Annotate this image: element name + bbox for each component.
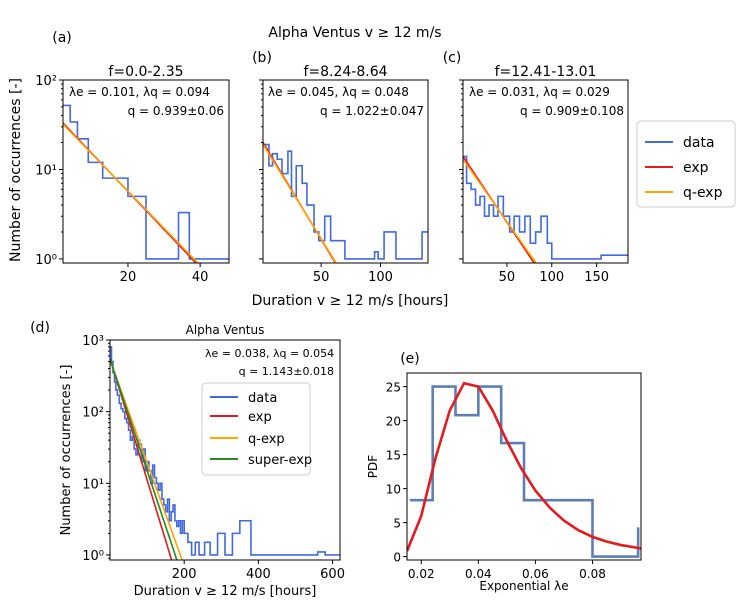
p4-xtick-label: 0.02 — [408, 567, 435, 581]
panel-letter-a: (a) — [52, 30, 72, 46]
p4-frame — [406, 372, 642, 561]
p1-annotation-q: q = 1.022±0.047 — [320, 104, 424, 118]
p0-ytick-label: 10¹ — [35, 163, 57, 178]
p0-series-q-exp — [63, 123, 200, 263]
p1-series-data — [263, 143, 428, 260]
p4-ytick-label: 25 — [386, 381, 401, 395]
top-x-axis-label: Duration v ≥ 12 m/s [hours] — [252, 293, 449, 309]
p0-annotation-lambda: λe = 0.101, λq = 0.094 — [69, 85, 210, 99]
p4-ytick-label: 15 — [386, 449, 401, 463]
p4-xtick-label: 0.08 — [579, 567, 606, 581]
panel-letter-c: (c) — [443, 50, 462, 66]
p2-xtick-label: 50 — [499, 270, 516, 285]
p4-xtick-label: 0.04 — [465, 567, 492, 581]
p0-title: f=0.0-2.35 — [108, 64, 183, 80]
p1-xtick-label: 50 — [313, 270, 330, 285]
p2-annotation-lambda: λe = 0.031, λq = 0.029 — [469, 85, 610, 99]
p3-ytick-label: 10² — [82, 406, 104, 421]
p3-ytick-label: 10⁰ — [82, 549, 104, 564]
p3-annotation-q: q = 1.143±0.018 — [239, 365, 334, 378]
p1-annotation-lambda: λe = 0.045, λq = 0.048 — [268, 85, 409, 99]
p4-xtick-label: 0.06 — [522, 567, 549, 581]
figure-title: Alpha Ventus v ≥ 12 m/s — [268, 25, 441, 41]
legend-d: data exp q-exp super-exp — [201, 382, 312, 476]
p3-x-axis-label: Duration v ≥ 12 m/s [hours] — [134, 584, 317, 599]
p0-frame — [62, 79, 230, 264]
legend-d-qexp-label: q-exp — [248, 432, 285, 447]
legend-top: data exp q-exp — [636, 120, 736, 208]
p4-ytick-label: 10 — [386, 483, 401, 497]
legend-d-superexp-label: super-exp — [248, 453, 312, 468]
p4-x-axis-label: Exponential λe — [479, 579, 568, 593]
p3-title: Alpha Ventus — [186, 323, 265, 337]
p2-title: f=12.41-13.01 — [495, 64, 597, 80]
panel-letter-d: (d) — [30, 320, 50, 336]
p2-frame — [462, 79, 629, 264]
p0-xtick-label: 40 — [192, 270, 209, 285]
p4-ytick-label: 20 — [386, 415, 401, 429]
p3-annotation-lambda: λe = 0.038, λq = 0.054 — [205, 347, 334, 360]
p0-ytick-label: 10⁰ — [35, 253, 57, 268]
p3-ytick-label: 10¹ — [82, 477, 104, 492]
p3-y-axis-label: Number of occurrences [-] — [59, 365, 74, 536]
p3-xtick-label: 400 — [246, 567, 271, 582]
top-y-axis-label: Number of occurrences [-] — [8, 78, 24, 262]
p4-ytick-label: 5 — [393, 517, 401, 531]
p4-series-histogram — [409, 385, 640, 558]
panel-letter-b: (b) — [252, 50, 272, 66]
p4-y-axis-label: PDF — [366, 455, 380, 478]
p4-series-fit — [407, 381, 641, 552]
p2-xtick-label: 150 — [584, 270, 609, 285]
p1-series-q-exp — [263, 144, 338, 263]
p3-xtick-label: 600 — [320, 567, 345, 582]
p3-xtick-label: 200 — [172, 567, 197, 582]
p1-title: f=8.24-8.64 — [303, 64, 387, 80]
p3-series-super-exp — [110, 358, 178, 560]
p3-series-data — [110, 346, 340, 556]
p0-series-data — [63, 104, 229, 260]
p3-ytick-label: 10³ — [82, 334, 104, 349]
p1-frame — [262, 79, 429, 264]
legend-d-exp-label: exp — [248, 410, 272, 425]
p3-frame — [109, 339, 341, 561]
legend-top-qexp-label: q-exp — [683, 185, 723, 201]
panel-letter-e: (e) — [400, 351, 420, 367]
legend-d-box — [201, 382, 311, 476]
p1-xtick-label: 100 — [368, 270, 393, 285]
p2-xtick-label: 100 — [539, 270, 564, 285]
p2-series-data — [463, 155, 628, 260]
legend-top-exp-label: exp — [683, 160, 709, 176]
legend-top-data-label: data — [683, 135, 715, 151]
p2-annotation-q: q = 0.909±0.108 — [520, 104, 624, 118]
p2-series-q-exp — [463, 158, 538, 263]
p0-annotation-q: q = 0.939±0.06 — [128, 104, 224, 118]
p0-ytick-label: 10² — [35, 74, 57, 89]
legend-d-data-label: data — [248, 391, 277, 406]
p0-xtick-label: 20 — [120, 270, 137, 285]
p4-ytick-label: 0 — [393, 551, 401, 565]
